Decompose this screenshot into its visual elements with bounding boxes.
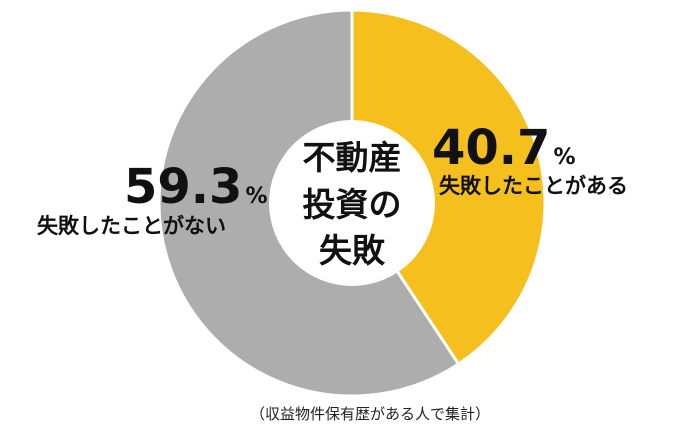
slice-value-1: 40.7: [432, 120, 550, 176]
center-hole: [269, 120, 435, 286]
center-title-line-2: 投資の: [303, 185, 402, 224]
slice-value-label-1: 40.7%: [432, 120, 575, 176]
slice-value-label-2: 59.3%: [124, 159, 267, 215]
center-title-line-1: 不動産: [303, 138, 402, 177]
slice-label-2: 失敗したことがない: [37, 214, 226, 238]
slice-unit-1: %: [553, 145, 575, 170]
slice-unit-2: %: [245, 184, 267, 209]
footnote: （収益物件保有歴がある人で集計）: [250, 405, 490, 423]
slice-label-1: 失敗したことがある: [439, 174, 628, 198]
center-title-line-3: 失敗: [319, 231, 386, 270]
slice-value-2: 59.3: [124, 159, 242, 215]
